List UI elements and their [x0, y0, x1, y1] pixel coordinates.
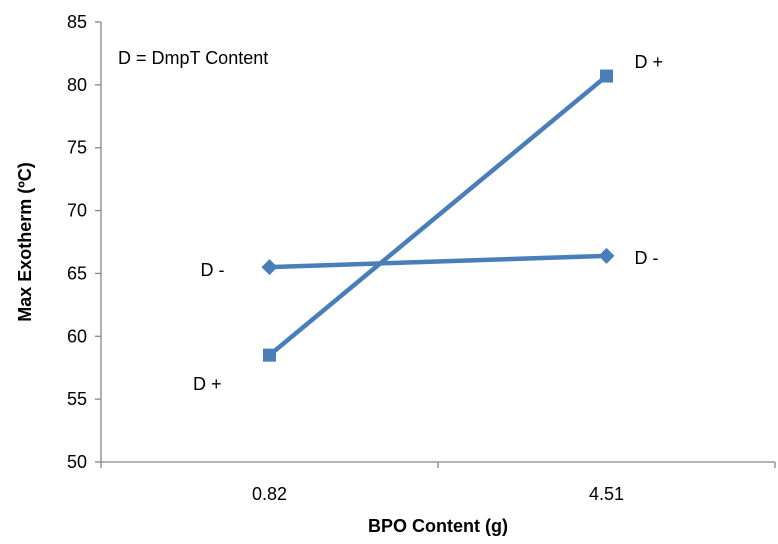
point-label: D + [635, 52, 664, 72]
y-tick-label: 50 [67, 452, 87, 472]
x-tick-label: 0.82 [252, 484, 287, 504]
chart-annotation: D = DmpT Content [118, 48, 268, 68]
x-tick-label: 4.51 [589, 484, 624, 504]
y-tick-label: 70 [67, 201, 87, 221]
x-axis-title: BPO Content (g) [368, 516, 508, 536]
x-ticks: 0.82 4.51 [100, 462, 776, 504]
y-tick-label: 80 [67, 75, 87, 95]
point-labels: D - D - D + D + [193, 52, 663, 394]
series-layer [261, 69, 615, 362]
y-tick-label: 65 [67, 263, 87, 283]
series-line [268, 74, 608, 357]
axes: 50 55 60 65 70 75 80 85 0.82 4.51 [67, 12, 776, 504]
y-tick-label: 60 [67, 326, 87, 346]
data-point-square [263, 348, 276, 362]
data-point-square [600, 69, 613, 83]
point-label: D - [635, 248, 659, 268]
y-tick-label: 75 [67, 138, 87, 158]
y-axis-title: Max Exotherm (ºC) [15, 162, 35, 322]
y-tick-label: 85 [67, 12, 87, 32]
point-label: D + [193, 374, 222, 394]
series-line [269, 253, 607, 270]
data-point-diamond [598, 247, 615, 264]
y-tick-label: 55 [67, 389, 87, 409]
series-1 [263, 69, 613, 362]
point-label: D - [201, 260, 225, 280]
data-point-diamond [261, 259, 278, 276]
series-0 [261, 247, 615, 276]
y-ticks: 50 55 60 65 70 75 80 85 [67, 12, 101, 472]
